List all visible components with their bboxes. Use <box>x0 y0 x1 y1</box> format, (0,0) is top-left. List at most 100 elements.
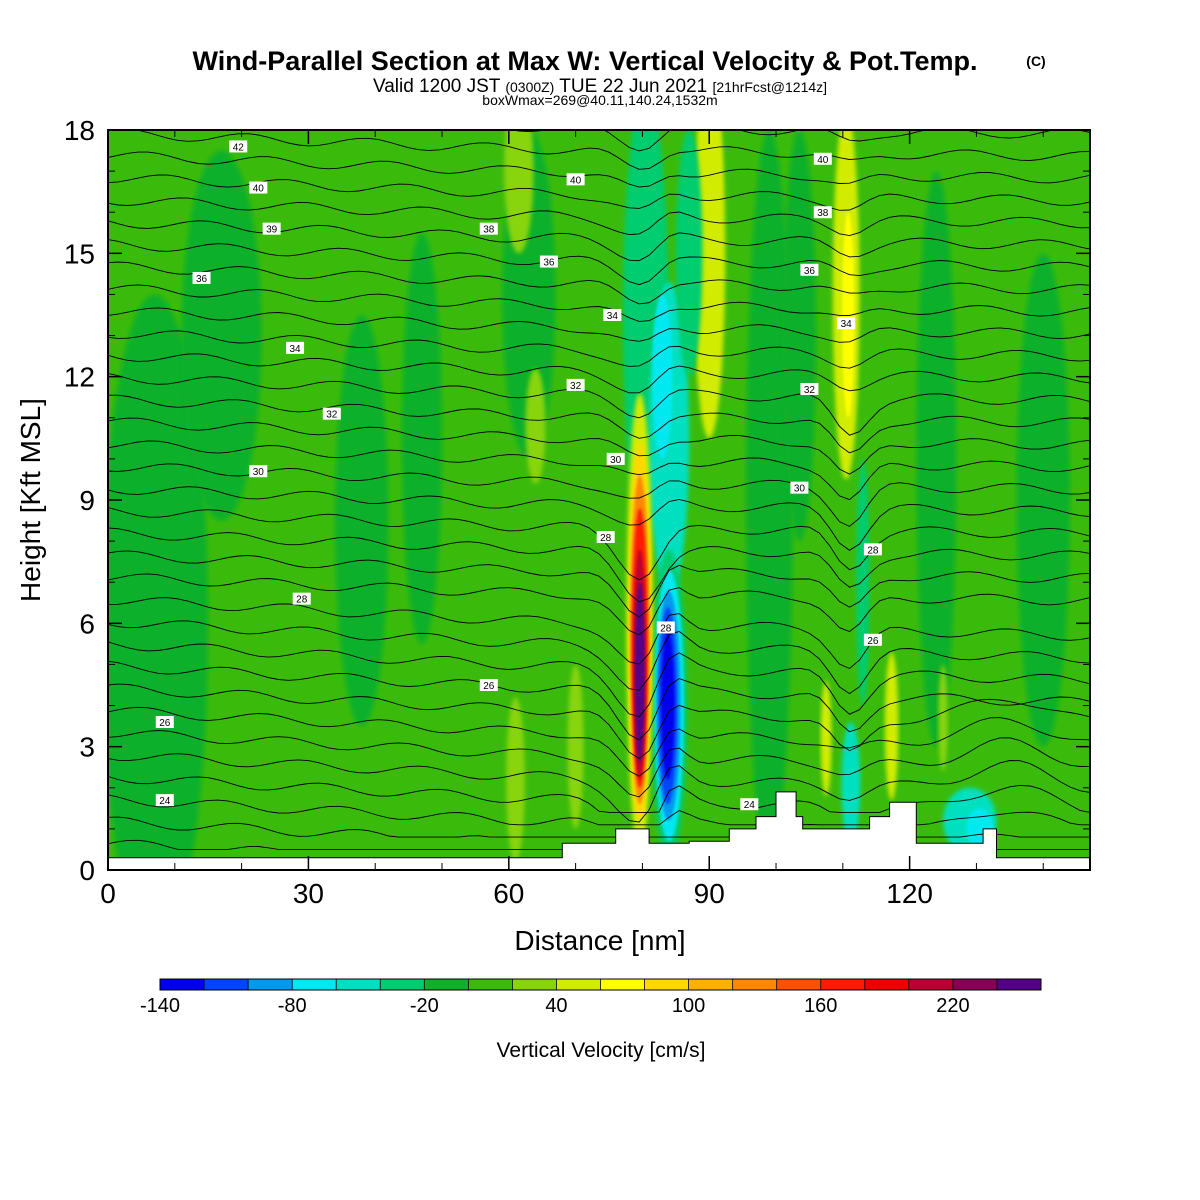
theta-contour-line <box>108 573 1090 636</box>
theta-contour-line <box>108 130 1090 170</box>
theta-contour-line <box>108 417 1090 475</box>
colorbar-swatch <box>204 979 249 990</box>
valid-time-local: Valid 1200 JST <box>373 76 501 97</box>
velocity-cell <box>506 697 525 862</box>
theta-contour-line <box>108 174 1090 211</box>
colorbar-swatch <box>512 979 557 990</box>
velocity-cell <box>401 232 443 644</box>
plot-area: 42 40 39 36 34 32 30 28 26 24 38 40 36 34 32 30 28 28 26 24… <box>108 130 1090 870</box>
theta-label: 30 <box>606 452 625 466</box>
theta-label-box <box>566 173 585 186</box>
theta-label-text: 40 <box>570 175 582 186</box>
colorbar: -140 -80 -20 40 100 160 220 <box>140 978 1042 1017</box>
colorbar-swatch <box>336 979 381 990</box>
theta-label-box <box>249 181 268 194</box>
colorbar-swatch <box>864 979 910 990</box>
theta-contour-line <box>108 394 1090 454</box>
theta-label: 34 <box>837 317 856 330</box>
theta-label-text: 28 <box>867 545 879 556</box>
x-tick-label: 30 <box>293 878 324 909</box>
colorbar-swatch <box>776 979 822 990</box>
theta-label-text: 40 <box>817 155 829 166</box>
theta-contour-line <box>108 816 1090 838</box>
theta-label-text: 34 <box>607 311 619 322</box>
theta-label-box <box>603 309 622 321</box>
theta-label-box <box>286 341 305 354</box>
velocity-cell <box>636 611 643 735</box>
theta-label-box <box>606 452 625 465</box>
x-tick-label: 60 <box>493 878 524 909</box>
theta-label: 30 <box>249 465 268 478</box>
theta-label: 26 <box>479 679 498 692</box>
theta-label: 39 <box>262 222 281 236</box>
velocity-cell <box>745 130 793 870</box>
box-wmax-line: boxWmax=269@40.11,140.24,1532m <box>482 92 717 108</box>
theta-contour-line <box>108 620 1090 695</box>
colorbar-swatch <box>160 979 205 990</box>
theta-label-box <box>837 317 856 330</box>
theta-label: 28 <box>292 592 311 606</box>
y-axis-label: Height [Kft MSL] <box>15 398 46 602</box>
theta-label-box <box>863 633 882 646</box>
theta-label-box <box>479 222 498 235</box>
colorbar-swatch <box>952 979 998 990</box>
velocity-cell <box>525 368 546 484</box>
theta-label-box <box>322 407 341 420</box>
colorbar-swatch <box>644 979 690 990</box>
theta-contour-line <box>108 440 1090 501</box>
colorbar-tick-label: -20 <box>410 995 439 1017</box>
theta-label: 24 <box>155 794 174 807</box>
theta-label-box <box>249 465 268 478</box>
velocity-cell <box>884 652 899 801</box>
theta-label: 28 <box>596 531 615 544</box>
theta-label-box <box>813 152 832 165</box>
theta-label-text: 34 <box>841 319 853 330</box>
velocity-cell <box>820 680 832 796</box>
theta-label-text: 36 <box>196 274 208 285</box>
theta-contour-line <box>108 463 1090 527</box>
theta-label-text: 26 <box>159 718 171 729</box>
velocity-cell <box>782 130 817 542</box>
theta-label: 30 <box>790 481 809 495</box>
colorbar-title: Vertical Velocity [cm/s] <box>497 1039 706 1062</box>
theta-contour-line <box>108 307 1090 343</box>
theta-label: 26 <box>155 716 174 729</box>
velocity-cell <box>842 212 855 418</box>
theta-label-text: 28 <box>600 533 612 544</box>
theta-label-box <box>863 543 882 556</box>
theta-label: 34 <box>286 341 305 355</box>
x-tick-label: 90 <box>694 878 725 909</box>
theta-contour-line <box>108 550 1090 618</box>
theta-label-text: 30 <box>610 455 622 466</box>
colorbar-tick-label: 220 <box>936 995 969 1017</box>
velocity-field <box>108 130 1070 870</box>
theta-label-text: 30 <box>794 484 806 495</box>
theta-label-box <box>192 272 211 284</box>
theta-label: 24 <box>740 798 759 811</box>
velocity-cell <box>661 631 675 780</box>
theta-label-box <box>292 592 311 605</box>
theta-label: 38 <box>479 222 498 236</box>
x-axis-label: Distance [nm] <box>514 925 685 956</box>
theta-label: 42 <box>229 140 248 153</box>
theta-label-text: 32 <box>804 385 816 396</box>
theta-contour-line <box>108 641 1090 718</box>
theta-label: 36 <box>800 263 819 277</box>
colorbar-tick-label: 100 <box>672 995 705 1017</box>
theta-label-box <box>155 794 174 807</box>
velocity-cell <box>845 767 857 842</box>
theta-label-text: 28 <box>660 623 672 634</box>
theta-label-text: 28 <box>296 595 308 606</box>
velocity-cell <box>652 294 673 459</box>
theta-contour-line <box>108 261 1090 305</box>
velocity-cell <box>916 171 957 747</box>
colorbar-swatch <box>292 979 337 990</box>
colorbar-swatch <box>468 979 513 990</box>
theta-label: 26 <box>863 633 882 647</box>
valid-time-line: Valid 1200 JST (0300Z) TUE 22 Jun 2021 [… <box>373 76 827 97</box>
theta-label-box <box>800 383 819 395</box>
theta-contour-line <box>108 775 1090 813</box>
theta-label-box <box>262 222 281 235</box>
